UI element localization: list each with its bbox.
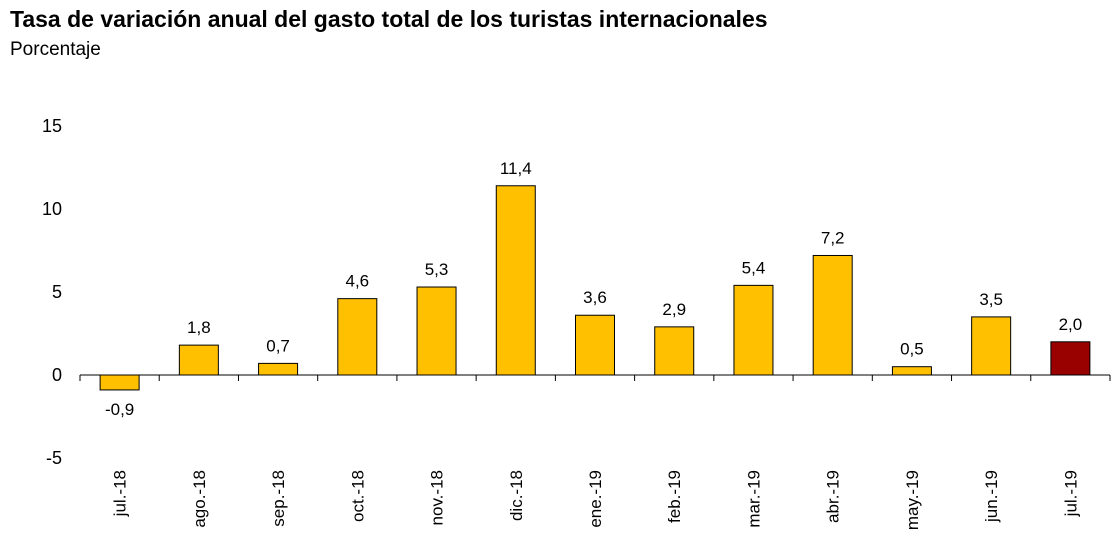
bar xyxy=(812,254,853,376)
data-label: -0,9 xyxy=(105,400,134,419)
x-tick-label: abr.-19 xyxy=(824,470,843,523)
bar xyxy=(891,366,932,376)
x-tick-label: jun.-19 xyxy=(982,470,1001,523)
y-tick-label: 10 xyxy=(42,199,62,219)
data-label: 7,2 xyxy=(821,228,845,247)
x-tick-label: sep.-18 xyxy=(269,470,288,527)
data-label: 2,9 xyxy=(662,300,686,319)
data-label: 11,4 xyxy=(500,159,532,178)
data-label: 0,5 xyxy=(900,340,924,359)
x-tick-label: feb.-19 xyxy=(665,470,684,523)
x-tick-label: jul.-19 xyxy=(1061,470,1080,517)
x-tick-label: ago.-18 xyxy=(190,470,209,528)
chart-subtitle: Porcentaje xyxy=(10,39,101,60)
data-label: 1,8 xyxy=(187,318,211,337)
data-label: 3,5 xyxy=(979,290,1003,309)
bar xyxy=(178,344,219,376)
bar xyxy=(416,286,457,376)
chart-title: Tasa de variación anual del gasto total … xyxy=(10,6,768,32)
bar xyxy=(337,298,378,376)
bar xyxy=(495,185,536,376)
x-tick-label: ene.-19 xyxy=(586,470,605,528)
data-label: 2,0 xyxy=(1059,315,1083,334)
y-tick-label: 5 xyxy=(52,282,62,302)
y-tick-label: -5 xyxy=(46,448,62,468)
x-tick-label: oct.-18 xyxy=(348,470,367,522)
data-label: 5,4 xyxy=(742,258,766,277)
bar xyxy=(258,362,299,376)
data-label: 4,6 xyxy=(345,272,369,291)
y-tick-label: 0 xyxy=(52,365,62,385)
data-label: 0,7 xyxy=(266,336,290,355)
bar xyxy=(654,326,695,376)
bar xyxy=(733,284,774,376)
x-tick-label: dic.-18 xyxy=(507,470,526,521)
x-tick-label: mar.-19 xyxy=(744,470,763,528)
data-label: 5,3 xyxy=(425,260,449,279)
x-tick-label: nov.-18 xyxy=(428,470,447,525)
bar xyxy=(575,314,615,376)
bar xyxy=(99,374,140,391)
x-tick-label: may.-19 xyxy=(903,470,922,530)
bar xyxy=(1050,341,1091,376)
data-label: 3,6 xyxy=(583,288,607,307)
bar xyxy=(971,316,1012,376)
x-tick-label: jul.-18 xyxy=(111,470,130,517)
y-tick-label: 15 xyxy=(42,116,62,136)
